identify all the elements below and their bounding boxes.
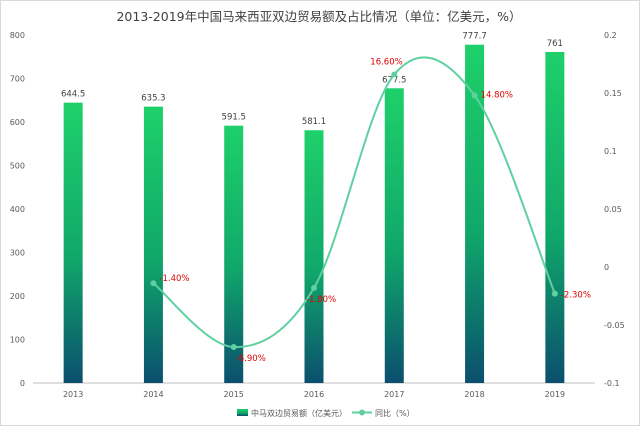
growth-point [551,290,558,297]
left-axis: 0 100 200 300 400 500 600 700 800 [10,31,25,388]
x-tick-label: 2019 [545,390,565,399]
growth-point [311,284,317,291]
growth-point [150,280,157,287]
bar-value-label: 635.3 [141,94,165,104]
right-tick-label: 0.15 [604,89,622,98]
legend: 中马双边贸易额（亿美元） 同比（%） [237,408,415,418]
growth-value-label: -1.40% [159,274,189,284]
x-tick-label: 2014 [143,390,163,399]
left-tick-label: 800 [10,31,25,40]
left-tick-label: 700 [10,75,25,84]
bar [545,51,565,384]
growth-line [152,56,556,349]
x-tick-label: 2015 [224,390,244,399]
bar-labels: 644.5 635.3 591.5 581.1 677.5 777.7 761 [61,32,563,128]
bar-value-label: 777.7 [462,32,486,42]
right-tick-label: 0.1 [604,147,617,156]
bar [143,106,163,383]
legend-line-marker [359,409,365,416]
x-tick-label: 2017 [384,390,404,399]
chart-title: 2013-2019年中国马来西亚双边贸易额及占比情况（单位：亿美元，%） [116,9,521,24]
bar [63,102,83,383]
bar [224,125,244,383]
growth-points [150,71,558,351]
left-tick-label: 600 [10,118,25,127]
right-tick-label: -0.1 [604,379,620,388]
bar-series [63,44,565,384]
legend-line-label: 同比（%） [375,408,415,418]
right-tick-label: 0 [604,263,609,272]
bar [304,130,324,383]
bar-value-label: 761 [547,39,563,49]
growth-point [471,92,478,99]
left-tick-label: 300 [10,249,25,258]
growth-value-label: 14.80% [481,90,513,100]
right-axis: -0.1 -0.05 0 0.05 0.1 0.15 0.2 [604,31,625,388]
left-tick-label: 0 [20,379,25,388]
growth-point [230,344,237,351]
growth-value-label: -2.30% [561,291,591,301]
x-tick-label: 2016 [304,390,324,399]
right-tick-label: 0.2 [604,31,617,40]
bar-value-label: 644.5 [61,90,85,100]
bar-value-label: 591.5 [222,113,246,123]
x-tick-label: 2013 [63,390,83,399]
right-tick-label: -0.05 [604,321,625,330]
left-tick-label: 200 [10,292,25,301]
legend-bar-swatch [237,409,248,416]
bar-value-label: 581.1 [302,117,326,127]
growth-point [391,71,398,78]
left-tick-label: 100 [10,336,25,345]
x-axis: 2013 2014 2015 2016 2017 2018 2019 [63,390,565,399]
right-tick-label: 0.05 [604,205,622,214]
bar [465,44,485,383]
left-tick-label: 400 [10,205,25,214]
growth-labels: -1.40% -6.90% -1.80% 16.60% 14.80% -2.30% [159,57,591,364]
growth-value-label: 16.60% [370,57,402,67]
bar-value-label: 677.5 [382,75,406,85]
growth-value-label: -6.90% [236,354,266,364]
bar [384,88,404,383]
x-tick-label: 2018 [464,390,484,399]
legend-bar-label: 中马双边贸易额（亿美元） [251,408,347,418]
left-tick-label: 500 [10,162,25,171]
growth-value-label: -1.80% [306,295,336,305]
